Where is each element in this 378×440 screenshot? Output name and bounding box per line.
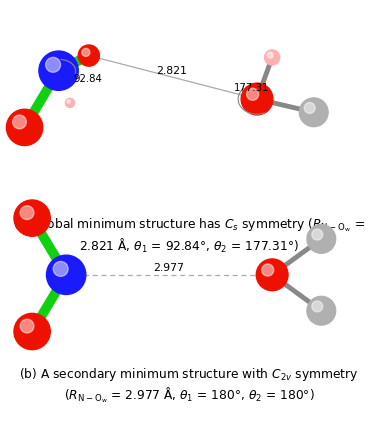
Circle shape bbox=[46, 57, 60, 72]
Circle shape bbox=[299, 98, 328, 127]
Circle shape bbox=[67, 100, 70, 103]
Circle shape bbox=[20, 206, 34, 220]
Circle shape bbox=[312, 301, 323, 312]
Circle shape bbox=[267, 52, 273, 58]
Circle shape bbox=[46, 255, 86, 294]
Circle shape bbox=[65, 98, 74, 107]
Circle shape bbox=[262, 264, 274, 276]
Circle shape bbox=[6, 109, 43, 146]
Text: (b) A secondary minimum structure with $\mathit{C}_{2v}$ symmetry
($R_{\mathrm{N: (b) A secondary minimum structure with $… bbox=[19, 366, 359, 405]
Circle shape bbox=[304, 103, 315, 114]
Text: 92.84: 92.84 bbox=[74, 74, 102, 84]
Text: 177.31: 177.31 bbox=[234, 83, 270, 93]
Circle shape bbox=[307, 297, 336, 325]
Circle shape bbox=[39, 51, 78, 90]
Text: 2.977: 2.977 bbox=[153, 263, 184, 273]
Circle shape bbox=[14, 313, 50, 350]
Circle shape bbox=[12, 115, 26, 129]
Circle shape bbox=[307, 224, 336, 253]
Circle shape bbox=[312, 229, 323, 240]
Circle shape bbox=[53, 261, 68, 276]
Circle shape bbox=[78, 45, 99, 66]
Circle shape bbox=[265, 50, 280, 65]
Circle shape bbox=[20, 319, 34, 333]
Text: 2.821: 2.821 bbox=[156, 66, 187, 76]
Circle shape bbox=[241, 83, 273, 115]
Text: (a) Global minimum structure has $\mathit{C}_s$ symmetry ($R_{\mathrm{N-O_w}}$ =: (a) Global minimum structure has $\mathi… bbox=[13, 216, 365, 255]
Circle shape bbox=[246, 88, 259, 100]
Circle shape bbox=[82, 48, 90, 56]
Circle shape bbox=[256, 259, 288, 291]
Circle shape bbox=[14, 200, 50, 236]
